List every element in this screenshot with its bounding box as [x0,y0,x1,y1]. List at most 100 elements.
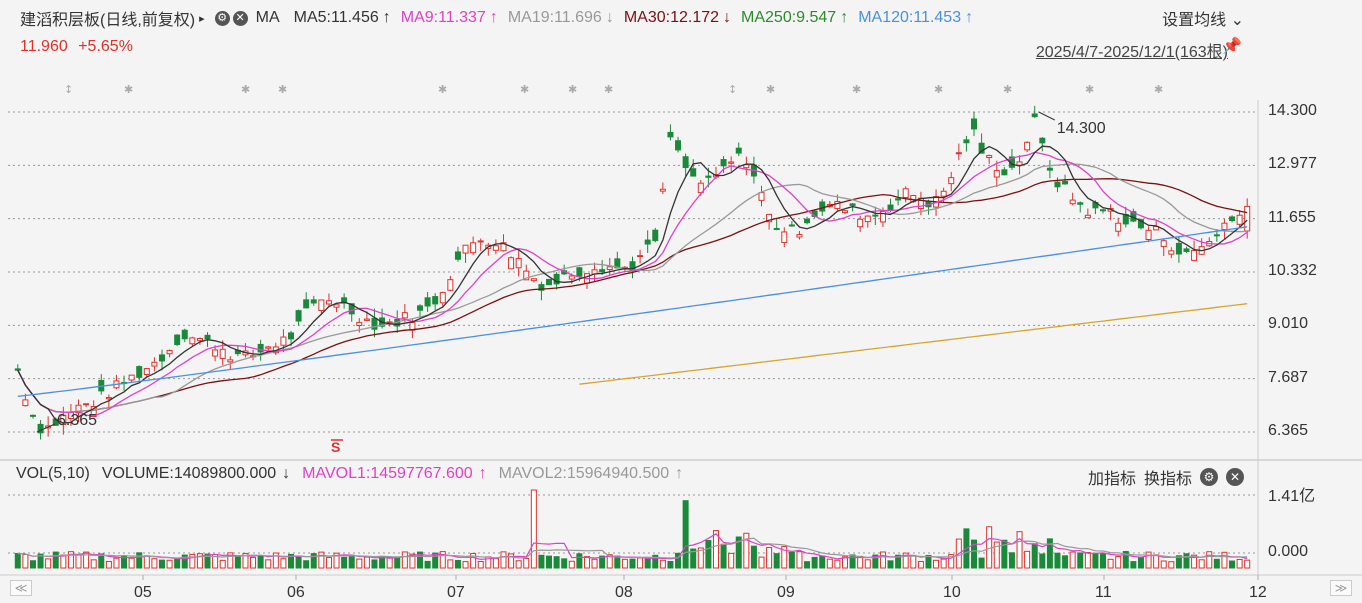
pin-icon[interactable]: 📌 [1222,38,1242,55]
volume-bar [303,560,310,569]
x-tick-label: 05 [134,584,152,601]
date-range[interactable]: 2025/4/7-2025/12/1(163根) [1035,44,1228,61]
candle-body [75,404,82,414]
event-marker-icon: ✱ [241,83,250,96]
volume-bar [454,559,461,569]
ma5-line [17,145,1248,424]
event-marker-icon: ✱ [1085,83,1094,96]
gear-icon[interactable]: ⚙ [1200,468,1218,486]
candle-body [1039,137,1046,144]
sell-signal-marker: S [331,439,340,455]
candle-body [280,336,287,346]
candle-body [758,192,765,201]
candle-body [333,304,340,308]
candle-body [1145,229,1152,241]
ma-item: MA5:11.456 [293,9,379,26]
volume-bar [477,561,484,569]
switch-indicator-button[interactable]: 换指标 [1143,471,1192,488]
volume-bar [371,559,378,569]
chart-title[interactable]: 建滔积层板(日线,前复权) [20,12,196,29]
volume-bar [409,553,416,569]
volume-bar [151,558,158,569]
volume-bar [1062,555,1069,569]
volume-tick-label: 1.41亿 [1268,488,1316,505]
candle-body [735,147,742,154]
volume-bar [1206,551,1213,569]
candle-body [1160,240,1167,247]
volume-bar [310,553,317,569]
price-tick-label: 6.365 [1268,422,1309,439]
price-tick-label: 10.332 [1268,262,1317,280]
volume-bar [1122,550,1129,569]
volume-bar [462,561,469,569]
volume-bar [1137,556,1144,569]
candle-body [720,159,727,167]
volume-bar [561,558,568,569]
volume-bar [1100,553,1107,569]
candle-body [136,366,143,378]
volume-bar [1229,560,1236,569]
volume-bar [14,552,21,569]
volume-bar [500,551,507,569]
volume-bar [705,540,712,569]
vol-label: VOL(5,10) [16,465,90,482]
ma-item: MA19:11.696 [507,9,602,26]
event-marker-icon: ✱ [568,83,577,96]
candle-body [287,332,294,340]
candle-body [857,218,864,228]
volume-bar [682,500,689,569]
ma-settings-button[interactable]: 设置均线 ⌄ [1162,12,1244,29]
volume-bar [743,532,750,569]
close-icon[interactable]: ✕ [1226,468,1244,486]
candle-body [105,397,112,400]
close-icon[interactable]: ✕ [232,10,248,26]
candle-body [1024,141,1031,151]
volume-bar [1016,531,1023,569]
candle-body [1069,199,1076,205]
volume-bar [295,555,302,569]
volume-bar [1084,552,1091,569]
candle-body [363,318,370,321]
candle-body [834,200,841,210]
volume-bar [675,552,682,569]
candle-body [189,337,196,345]
volume-bar [781,546,788,569]
candle-body [690,168,697,177]
add-indicator-button[interactable]: 加指标 [1087,471,1136,488]
volume-bar [333,552,340,569]
scroll-left-button[interactable]: ≪ [10,580,32,596]
candle-body [401,312,408,319]
candle-body [227,359,234,363]
volume-bar [788,551,795,569]
candle-body [1229,216,1236,222]
candle-body [204,334,211,340]
candle-body [257,343,264,353]
volume-bar [1175,555,1182,569]
volume-bar [189,553,196,569]
candle-body [1115,222,1122,232]
volume-bar [712,530,719,569]
title-arrow[interactable]: ▸ [199,12,205,25]
volume-bar [1130,561,1137,569]
volume-bar [971,539,978,569]
volume-bar [508,553,515,569]
volume-tick-label: 0.000 [1268,543,1309,560]
candle-body [766,213,773,223]
ma9-line [17,151,1248,417]
candle-body [864,215,871,223]
volume-bar [697,547,704,569]
candle-body [515,258,522,269]
scroll-right-button[interactable]: ≫ [1330,580,1352,596]
volume-bar [637,557,644,569]
candle-body [37,423,44,434]
candle-body [166,349,173,355]
volume-bar [690,548,697,569]
volume-bar [659,559,666,569]
volume-bar [933,559,940,569]
volume-bar [667,560,674,569]
volume-bar [417,551,424,569]
candle-body [788,224,795,227]
gear-icon[interactable]: ⚙ [214,10,230,26]
candle-body [310,299,317,304]
